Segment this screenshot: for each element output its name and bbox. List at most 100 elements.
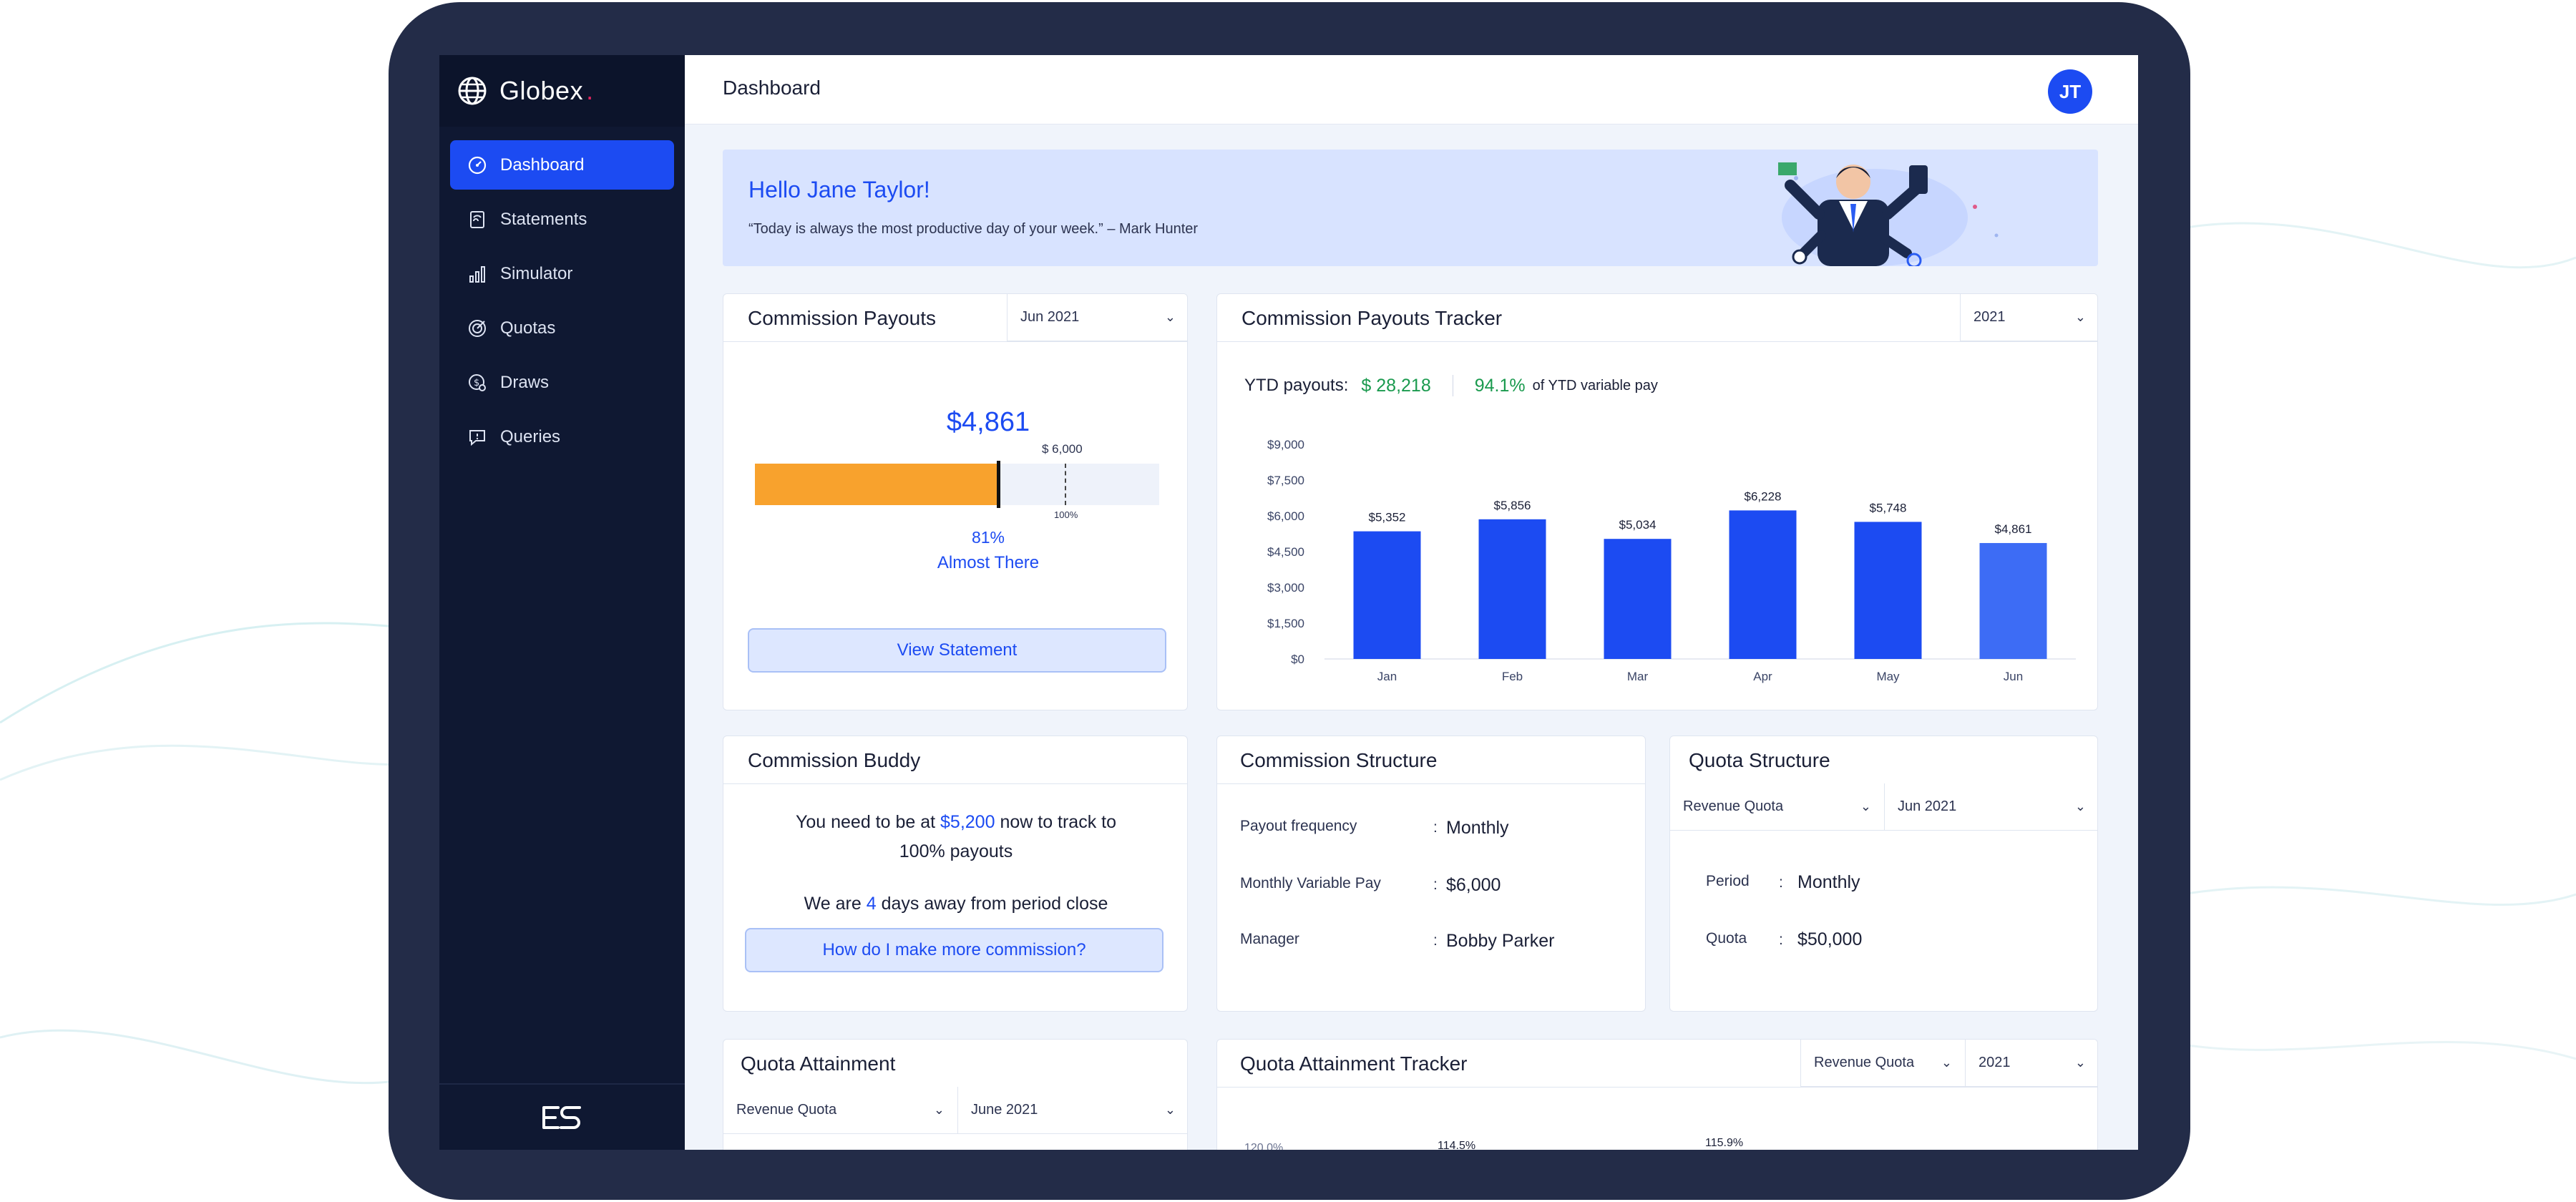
brand[interactable]: Globex . [439,55,685,127]
hundred-label: 100% [1054,509,1078,520]
ytd-percent: 94.1% [1475,376,1526,396]
x-tick-label: Apr [1753,670,1772,683]
quota-amount-label: Quota [1706,930,1747,947]
chevron-down-icon: ⌄ [1165,310,1176,325]
chevron-down-icon: ⌄ [2075,799,2086,814]
bar-may [1855,522,1922,659]
draws-icon: $ [467,373,487,393]
es-logo-icon[interactable] [541,1103,584,1132]
chevron-down-icon: ⌄ [1941,1055,1952,1070]
illustration-businessman-icon [1739,150,2097,266]
buddy-line-3-pre: We are [804,894,862,914]
simulator-icon [467,264,487,284]
ytd-summary: YTD payouts: $ 28,218 94.1% of YTD varia… [1244,375,1658,396]
y-tick-label: $9,000 [1267,438,1304,451]
payout-frequency-value: Monthly [1446,818,1509,839]
sidebar-item-label: Draws [500,373,549,393]
quota-type-select[interactable]: Revenue Quota ⌄ [1670,783,1884,831]
y-tick-label: $4,500 [1267,545,1304,559]
ytd-label: YTD payouts: [1244,376,1348,396]
sidebar-item-dashboard[interactable]: Dashboard [450,140,674,190]
y-tick-label: $1,500 [1267,617,1304,630]
target-label: $ 6,000 [1042,442,1083,456]
chevron-down-icon: ⌄ [1165,1103,1176,1118]
y-tick-label: $6,000 [1267,509,1304,523]
dashboard-icon [467,155,487,175]
x-tick-label: Feb [1502,670,1523,683]
payout-percent: 81% [723,528,1188,547]
year-select-value: 2021 [1974,309,2006,326]
chevron-down-icon: ⌄ [2075,310,2086,325]
avatar[interactable]: JT [2048,69,2092,114]
attainment-quota-select-value: Revenue Quota [736,1102,836,1118]
buddy-target-amount: $5,200 [940,812,995,832]
bar-value-label: $5,748 [1870,501,1907,514]
bar-value-label: $5,034 [1619,518,1657,532]
quota-period-select-value: Jun 2021 [1898,798,1956,815]
sidebar-item-quotas[interactable]: Quotas [450,303,674,353]
tracker-quota-select[interactable]: Revenue Quota ⌄ [1800,1040,1965,1087]
payout-status: Almost There [723,553,1188,573]
quota-tracker-card: Quota Attainment Tracker Revenue Quota ⌄… [1216,1039,2098,1150]
sidebar-item-label: Quotas [500,318,555,338]
monthly-variable-pay-label: Monthly Variable Pay [1240,875,1381,892]
quota-type-select-value: Revenue Quota [1683,798,1783,815]
quota-attainment-title: Quota Attainment [741,1052,895,1075]
buddy-line-1-pre: You need to be at [796,812,935,832]
quota-structure-title: Quota Structure [1689,749,1830,772]
quota-amount-value: $50,000 [1797,929,1862,950]
y-tick-label: $7,500 [1267,474,1304,487]
commission-buddy-card: Commission Buddy You need to be at $5,20… [723,736,1188,1012]
commission-tracker-card: Commission Payouts Tracker 2021 ⌄ YTD pa… [1216,293,2098,710]
x-tick-label: Mar [1627,670,1649,683]
attainment-quota-select[interactable]: Revenue Quota ⌄ [723,1087,957,1134]
view-statement-button[interactable]: View Statement [748,628,1166,673]
commission-payouts-card: Commission Payouts Jun 2021 ⌄ $4,861 $ 6… [723,293,1188,710]
progress-fill [755,464,998,505]
quote: “Today is always the most productive day… [748,221,1198,238]
make-more-commission-button[interactable]: How do I make more commission? [745,928,1163,972]
sidebar-item-simulator[interactable]: Simulator [450,249,674,298]
bar-jun [1980,543,2047,659]
sidebar-item-statements[interactable]: Statements [450,195,674,244]
top-bar: Dashboard JT [685,55,2138,124]
colon: : [1779,932,1783,949]
manager-label: Manager [1240,931,1299,948]
x-tick-label: Jan [1377,670,1397,683]
sidebar-footer [439,1083,685,1150]
sidebar-item-label: Statements [500,210,587,230]
sidebar-item-draws[interactable]: $ Draws [450,358,674,407]
bar-jan [1354,532,1421,659]
sidebar-item-queries[interactable]: Queries [450,412,674,461]
target-marker [1065,464,1066,505]
queries-icon [467,427,487,447]
quotas-icon [467,318,487,338]
buddy-line-2: 100% payouts [723,841,1188,862]
buddy-line-1-post: now to track to [1000,812,1116,832]
period-select[interactable]: Jun 2021 ⌄ [1007,294,1188,341]
payout-amount: $4,861 [723,407,1188,438]
quota-period-select[interactable]: Jun 2021 ⌄ [1884,783,2098,831]
y-tick-label: $0 [1291,653,1304,666]
partial-label-3: 115.9% [1705,1137,1743,1150]
attainment-period-select[interactable]: June 2021 ⌄ [957,1087,1188,1134]
year-select[interactable]: 2021 ⌄ [1960,294,2098,341]
tracker-title: Commission Payouts Tracker [1241,307,1502,330]
quota-tracker-title: Quota Attainment Tracker [1240,1052,1468,1075]
period-select-value: Jun 2021 [1020,309,1079,326]
sidebar-item-label: Simulator [500,264,572,284]
y-tick-label: $3,000 [1267,581,1304,595]
bar-value-label: $5,856 [1494,499,1531,512]
buddy-days: 4 [867,894,877,914]
tracker-year-select[interactable]: 2021 ⌄ [1965,1040,2098,1087]
svg-text:$: $ [474,378,479,389]
payout-frequency-label: Payout frequency [1240,818,1357,835]
tracker-year-select-value: 2021 [1979,1055,2011,1071]
bar-value-label: $5,352 [1369,511,1406,524]
sidebar-item-label: Queries [500,427,560,447]
colon: : [1433,819,1438,836]
quota-period-value: Monthly [1797,872,1860,893]
commission-payouts-title: Commission Payouts [748,307,936,330]
bar-apr [1729,510,1797,659]
payouts-bar-chart: $0 $1,500 $3,000 $4,500 $6,000 $7,500 $9,000 $5… [1217,423,2098,709]
